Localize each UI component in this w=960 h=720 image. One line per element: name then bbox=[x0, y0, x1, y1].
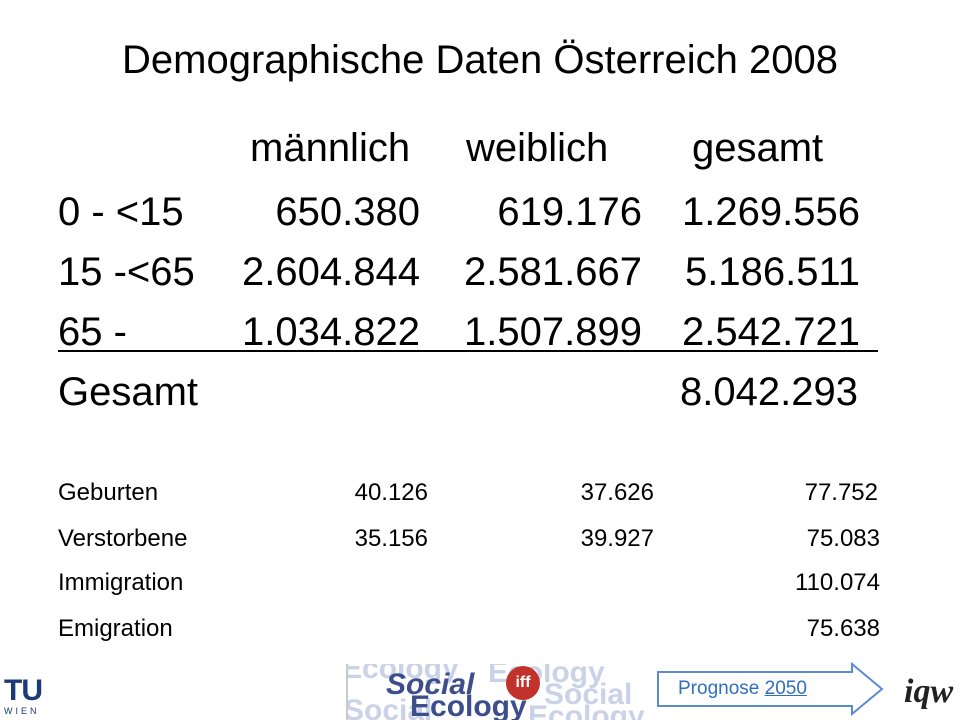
prognose-label: Prognose 2050 bbox=[678, 678, 807, 700]
cell-female: 2.581.667 bbox=[464, 250, 642, 294]
tu-wien-logo: TU WIEN bbox=[4, 676, 48, 720]
cell-total: 75.083 bbox=[806, 525, 880, 552]
total-label: Gesamt bbox=[58, 370, 199, 414]
header-female: weiblich bbox=[466, 126, 609, 170]
banner-ecology-text: Ecology bbox=[410, 690, 527, 720]
cell-total: 5.186.511 bbox=[685, 250, 860, 294]
cell-male: 40.126 bbox=[354, 479, 428, 506]
iff-badge-icon: iff bbox=[506, 666, 540, 700]
cell-total: 1.269.556 bbox=[682, 190, 860, 234]
cell-total: 77.752 bbox=[804, 479, 878, 506]
total-value: 8.042.293 bbox=[680, 370, 858, 414]
tu-logo-text: TU bbox=[4, 674, 43, 707]
row-label: 65 - bbox=[58, 310, 127, 354]
banner-social-text: Social bbox=[386, 668, 475, 701]
iqw-logo: iqw bbox=[904, 673, 954, 710]
row-label: Verstorbene bbox=[58, 525, 188, 552]
banner-ghost-text: Social bbox=[544, 678, 633, 711]
cell-total: 75.638 bbox=[806, 615, 880, 642]
banner-ghost-text: Ecology bbox=[528, 700, 645, 720]
row-label: 15 -<65 bbox=[58, 250, 195, 294]
cell-female: 37.626 bbox=[580, 479, 654, 506]
row-label: Emigration bbox=[58, 615, 173, 642]
social-ecology-banner: Ecology Ecology Social Social Ecology So… bbox=[346, 664, 668, 720]
tu-logo-subtext: WIEN bbox=[4, 706, 40, 716]
prognose-2050-link[interactable]: 2050 bbox=[764, 678, 807, 699]
row-label: Immigration bbox=[58, 569, 184, 596]
banner-ghost-text: Social bbox=[346, 694, 433, 720]
cell-male: 650.380 bbox=[275, 190, 420, 234]
prognose-text: Prognose bbox=[678, 678, 760, 699]
row-label: Geburten bbox=[58, 479, 159, 506]
cell-male: 1.034.822 bbox=[242, 310, 420, 354]
banner-ghost-text: Ecology bbox=[346, 664, 459, 685]
cell-female: 619.176 bbox=[497, 190, 642, 234]
cell-female: 39.927 bbox=[580, 525, 654, 552]
arrow-shape-icon bbox=[657, 662, 884, 716]
cell-total: 110.074 bbox=[795, 569, 880, 596]
cell-male: 2.604.844 bbox=[242, 250, 420, 294]
header-male: männlich bbox=[250, 126, 411, 170]
cell-male: 35.156 bbox=[354, 525, 428, 552]
cell-female: 1.507.899 bbox=[464, 310, 642, 354]
row-label: 0 - <15 bbox=[58, 190, 184, 234]
row-underline bbox=[58, 350, 878, 352]
slide-title: Demographische Daten Österreich 2008 bbox=[122, 38, 838, 82]
cell-total: 2.542.721 bbox=[682, 310, 860, 354]
prognose-2050-button[interactable]: Prognose 2050 bbox=[656, 662, 884, 716]
header-total: gesamt bbox=[692, 126, 824, 170]
